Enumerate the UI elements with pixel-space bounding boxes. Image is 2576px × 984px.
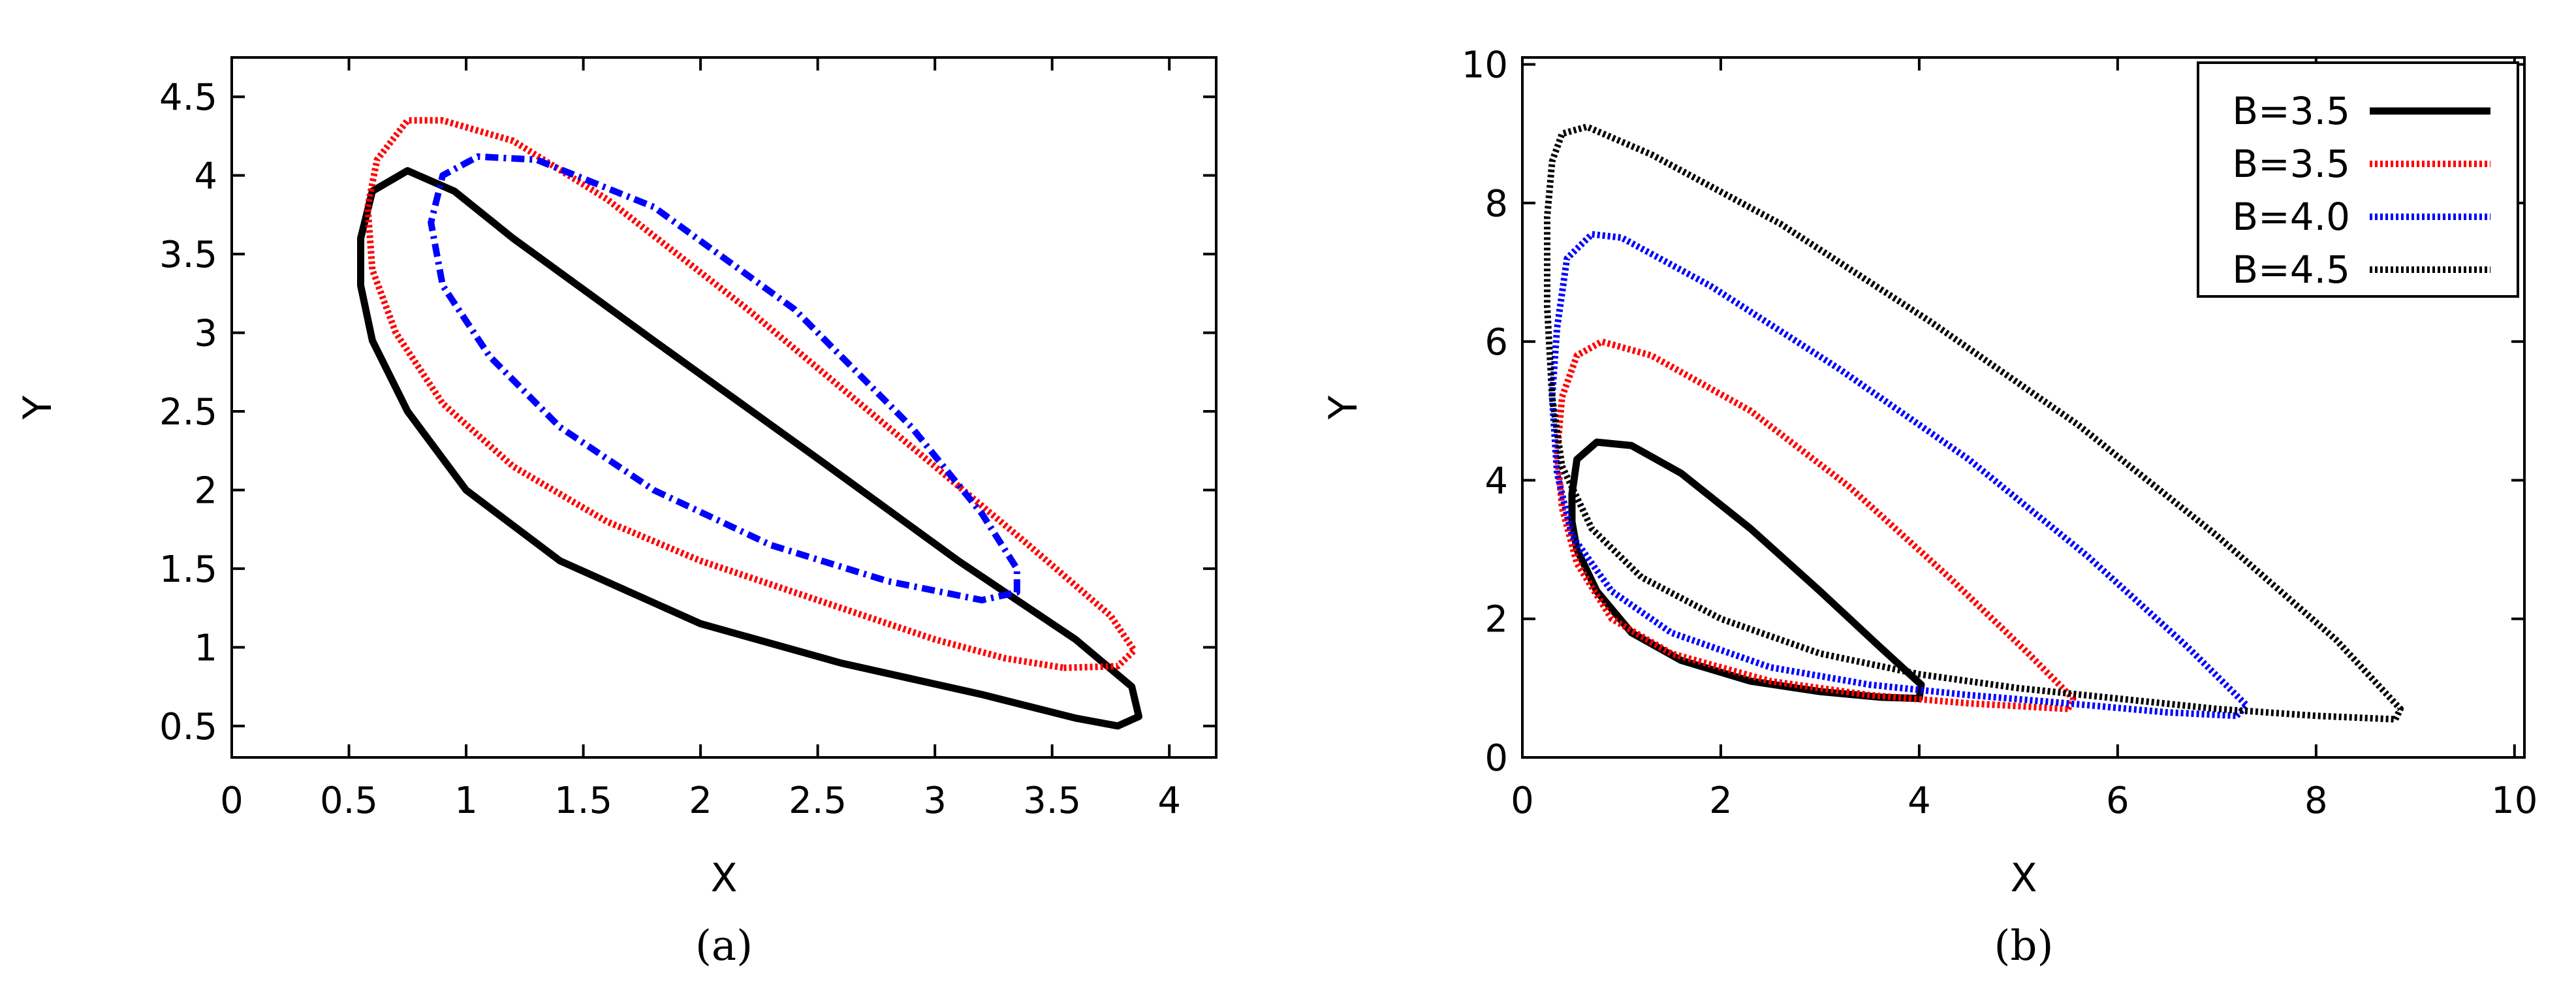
x-tick-label-a: 0.5 bbox=[320, 780, 378, 822]
x-tick-label-a: 1.5 bbox=[554, 780, 612, 822]
y-tick-label-b: 10 bbox=[1462, 44, 1508, 87]
chart-panel-a: 0 0.5 1 1.5 2 2.5 3 3.5 40.511.522.533.544.5 X Y… bbox=[15, 56, 1217, 970]
legend-label-1: B=3.5 bbox=[2232, 89, 2350, 133]
x-tick-label-a: 4 bbox=[1157, 780, 1181, 822]
x-tick-label-b: 0 bbox=[1511, 780, 1534, 822]
x-axis-label-a: X bbox=[710, 855, 737, 901]
y-tick-label-a: 2.5 bbox=[159, 391, 217, 434]
axis-ticks-a: 0 0.5 1 1.5 2 2.5 3 3.5 40.511.522.533.544.5 bbox=[159, 57, 1216, 822]
series-line-b-2 bbox=[1554, 338, 2077, 712]
series-group-b bbox=[1544, 123, 2404, 723]
series-line-b-3 bbox=[1548, 230, 2250, 720]
y-tick-label-a: 4.5 bbox=[159, 76, 217, 119]
x-tick-label-b: 2 bbox=[1709, 780, 1733, 822]
legend-label-3: B=4.0 bbox=[2232, 195, 2350, 239]
axis-ticks-b: 0 2 4 6 8 10 0 2 4 6 8 10 bbox=[1462, 44, 2538, 822]
y-tick-label-a: 3.5 bbox=[159, 234, 217, 276]
x-tick-label-a: 3.5 bbox=[1023, 780, 1081, 822]
legend-label-4: B=4.5 bbox=[2232, 247, 2350, 292]
y-tick-label-a: 3 bbox=[194, 313, 217, 355]
x-tick-label-a: 1 bbox=[454, 780, 478, 822]
y-tick-label-b: 0 bbox=[1484, 737, 1508, 780]
x-tick-label-a: 2.5 bbox=[789, 780, 847, 822]
y-tick-label-a: 1 bbox=[194, 627, 217, 669]
plot-area-b bbox=[1521, 56, 2526, 759]
legend: B=3.5 B=3.5 B=4.0 B=4.5 bbox=[2197, 61, 2519, 298]
x-tick-label-a: 2 bbox=[689, 780, 712, 822]
series-line-a-1 bbox=[357, 167, 1142, 730]
series-line-b-4 bbox=[1544, 123, 2404, 723]
x-tick-label-a: 3 bbox=[923, 780, 947, 822]
legend-box bbox=[2197, 61, 2519, 298]
plot-area-a bbox=[230, 56, 1217, 759]
y-axis-label-a: Y bbox=[15, 395, 61, 420]
x-tick-label-b: 6 bbox=[2106, 780, 2129, 822]
y-axis-label-b: Y bbox=[1321, 395, 1366, 420]
y-tick-label-a: 2 bbox=[194, 469, 217, 512]
y-tick-label-a: 4 bbox=[194, 155, 217, 198]
x-tick-label-a: 0 bbox=[220, 780, 243, 822]
y-tick-label-a: 1.5 bbox=[159, 548, 217, 591]
x-axis-label-b: X bbox=[2010, 855, 2037, 901]
y-tick-label-b: 6 bbox=[1484, 321, 1508, 364]
caption-b: (b) bbox=[1994, 922, 2054, 970]
y-tick-label-b: 4 bbox=[1484, 460, 1508, 502]
y-tick-label-a: 0.5 bbox=[159, 706, 217, 748]
series-line-a-2 bbox=[364, 117, 1138, 671]
x-tick-label-b: 10 bbox=[2491, 780, 2537, 822]
series-line-b-1 bbox=[1568, 438, 1925, 703]
legend-label-2: B=3.5 bbox=[2232, 142, 2350, 186]
x-tick-label-b: 8 bbox=[2304, 780, 2328, 822]
y-tick-label-b: 2 bbox=[1484, 599, 1508, 641]
caption-a: (a) bbox=[695, 922, 753, 970]
y-tick-label-b: 8 bbox=[1484, 183, 1508, 225]
series-group-a bbox=[357, 117, 1142, 730]
x-tick-label-b: 4 bbox=[1908, 780, 1931, 822]
series-line-a-3 bbox=[428, 153, 1020, 604]
